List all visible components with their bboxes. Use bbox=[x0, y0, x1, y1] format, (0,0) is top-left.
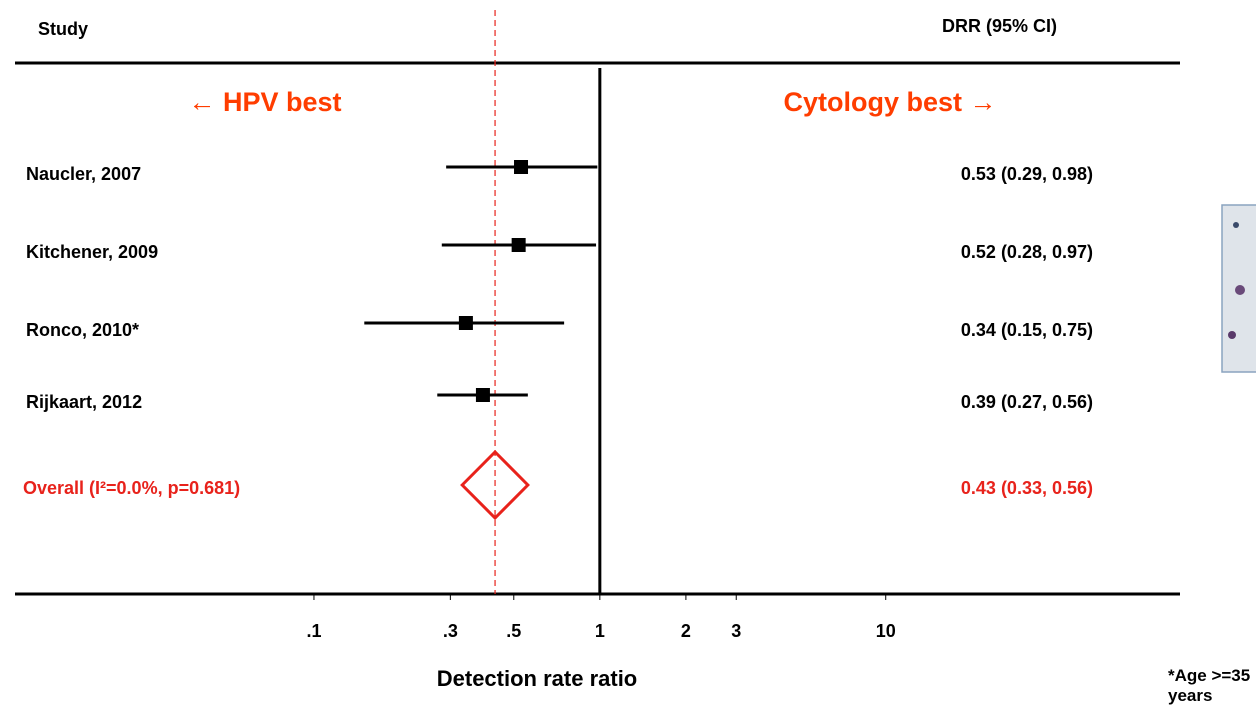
study-label: Ronco, 2010* bbox=[26, 320, 139, 340]
x-axis-label: Detection rate ratio bbox=[437, 666, 638, 691]
x-tick-label: 1 bbox=[595, 621, 605, 641]
right-header: DRR (95% CI) bbox=[942, 16, 1057, 36]
footnote: *Age >=35 years bbox=[1168, 666, 1251, 705]
overall-label: Overall (I²=0.0%, p=0.681) bbox=[23, 478, 240, 498]
x-tick-label: 10 bbox=[876, 621, 896, 641]
point-estimate bbox=[458, 316, 473, 330]
study-label: Naucler, 2007 bbox=[26, 164, 141, 184]
cell-dot bbox=[1233, 222, 1239, 228]
value-label: 0.34 (0.15, 0.75) bbox=[961, 320, 1093, 340]
x-tick-label: .5 bbox=[506, 621, 521, 641]
x-tick-label: 3 bbox=[731, 621, 741, 641]
overall-diamond bbox=[460, 449, 530, 521]
point-estimate bbox=[475, 388, 490, 402]
x-tick-label: .3 bbox=[443, 621, 458, 641]
study-label: Kitchener, 2009 bbox=[26, 242, 158, 262]
right-annotation: Cytology best → bbox=[783, 87, 996, 117]
x-tick-label: 2 bbox=[681, 621, 691, 641]
cell-dot bbox=[1235, 285, 1245, 295]
x-tick-label: .1 bbox=[306, 621, 321, 641]
study-label: Rijkaart, 2012 bbox=[26, 392, 142, 412]
point-estimate bbox=[511, 238, 526, 252]
cell-dot bbox=[1228, 331, 1236, 339]
value-label: 0.52 (0.28, 0.97) bbox=[961, 242, 1093, 262]
left-annotation: ← HPV best bbox=[188, 87, 341, 117]
overall-value-label: 0.43 (0.33, 0.56) bbox=[961, 478, 1093, 498]
point-estimate bbox=[514, 160, 529, 174]
left-header: Study bbox=[38, 19, 88, 39]
value-label: 0.53 (0.29, 0.98) bbox=[961, 164, 1093, 184]
value-label: 0.39 (0.27, 0.56) bbox=[961, 392, 1093, 412]
